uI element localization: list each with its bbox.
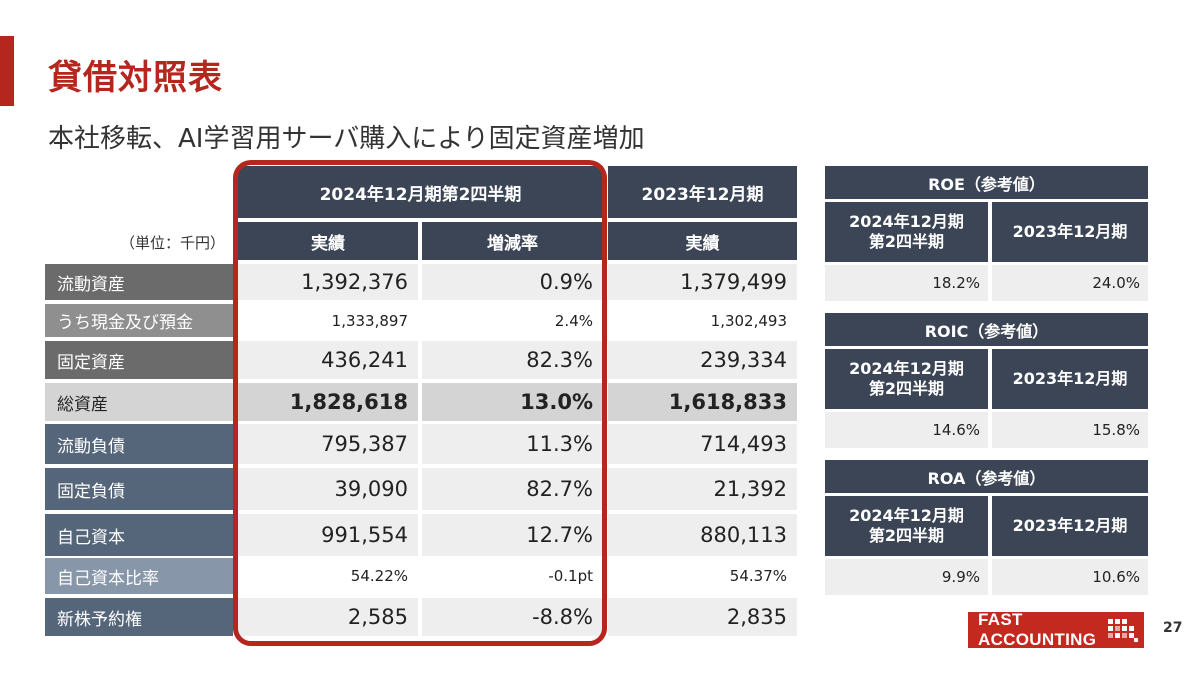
ratio-value-prev: 15.8% (992, 412, 1148, 448)
header-current-period: 2024年12月期第2四半期 (238, 166, 603, 218)
cell-change-rate: 12.7% (422, 514, 603, 556)
cell-prev-actual: 1,379,499 (608, 264, 797, 300)
cell-current-actual: 795,387 (238, 424, 418, 464)
row-label: 流動負債 (45, 424, 233, 464)
ratio-col-current: 2024年12月期 第2四半期 (825, 496, 988, 556)
logo-mark-icon (1106, 616, 1140, 644)
ratio-title: ROE（参考値） (825, 166, 1148, 199)
row-label: うち現金及び預金 (45, 304, 233, 337)
ratio-value-current: 18.2% (825, 265, 988, 301)
header-actual: 実績 (238, 222, 418, 260)
ratio-value-current: 9.9% (825, 559, 988, 595)
cell-prev-actual: 880,113 (608, 514, 797, 556)
cell-current-actual: 436,241 (238, 341, 418, 379)
cell-prev-actual: 714,493 (608, 424, 797, 464)
cell-current-actual: 2,585 (238, 598, 418, 636)
row-label: 新株予約権 (45, 598, 233, 636)
cell-current-actual: 54.22% (238, 558, 418, 594)
logo-text: FAST ACCOUNTING (978, 610, 1097, 649)
cell-prev-actual: 1,302,493 (608, 304, 797, 337)
ratio-col-prev: 2023年12月期 (992, 496, 1148, 556)
row-label: 固定資産 (45, 341, 233, 379)
row-label: 流動資産 (45, 264, 233, 300)
ratio-title: ROIC（参考値） (825, 313, 1148, 346)
page-number: 27 (1163, 620, 1183, 636)
cell-current-actual: 1,828,618 (238, 383, 418, 421)
cell-current-actual: 1,392,376 (238, 264, 418, 300)
ratio-title: ROA（参考値） (825, 460, 1148, 493)
ratio-value-prev: 24.0% (992, 265, 1148, 301)
cell-current-actual: 39,090 (238, 468, 418, 510)
ratio-value-prev: 10.6% (992, 559, 1148, 595)
header-prev-period: 2023年12月期 (608, 166, 797, 218)
cell-prev-actual: 1,618,833 (608, 383, 797, 421)
cell-prev-actual: 239,334 (608, 341, 797, 379)
page-title: 貸借対照表 (48, 58, 223, 98)
cell-change-rate: 13.0% (422, 383, 603, 421)
cell-prev-actual: 21,392 (608, 468, 797, 510)
ratio-value-current: 14.6% (825, 412, 988, 448)
cell-change-rate: 0.9% (422, 264, 603, 300)
cell-current-actual: 1,333,897 (238, 304, 418, 337)
cell-change-rate: 2.4% (422, 304, 603, 337)
cell-current-actual: 991,554 (238, 514, 418, 556)
page-subtitle: 本社移転、AI学習用サーバ購入により固定資産増加 (48, 124, 645, 154)
ratio-col-prev: 2023年12月期 (992, 202, 1148, 262)
row-label: 自己資本 (45, 514, 233, 556)
unit-label: （単位：千円） (120, 234, 226, 252)
cell-prev-actual: 2,835 (608, 598, 797, 636)
title-accent-bar (0, 36, 14, 106)
ratio-col-prev: 2023年12月期 (992, 349, 1148, 409)
company-logo: FAST ACCOUNTING (968, 610, 1144, 649)
header-actual-prev: 実績 (608, 222, 797, 260)
header-change-rate: 増減率 (422, 222, 603, 260)
cell-change-rate: -8.8% (422, 598, 603, 636)
row-label: 自己資本比率 (45, 558, 233, 594)
row-label: 総資産 (45, 383, 233, 421)
cell-change-rate: 11.3% (422, 424, 603, 464)
ratio-col-current: 2024年12月期 第2四半期 (825, 202, 988, 262)
cell-change-rate: 82.3% (422, 341, 603, 379)
cell-change-rate: 82.7% (422, 468, 603, 510)
row-label: 固定負債 (45, 468, 233, 510)
ratio-col-current: 2024年12月期 第2四半期 (825, 349, 988, 409)
cell-prev-actual: 54.37% (608, 558, 797, 594)
cell-change-rate: -0.1pt (422, 558, 603, 594)
